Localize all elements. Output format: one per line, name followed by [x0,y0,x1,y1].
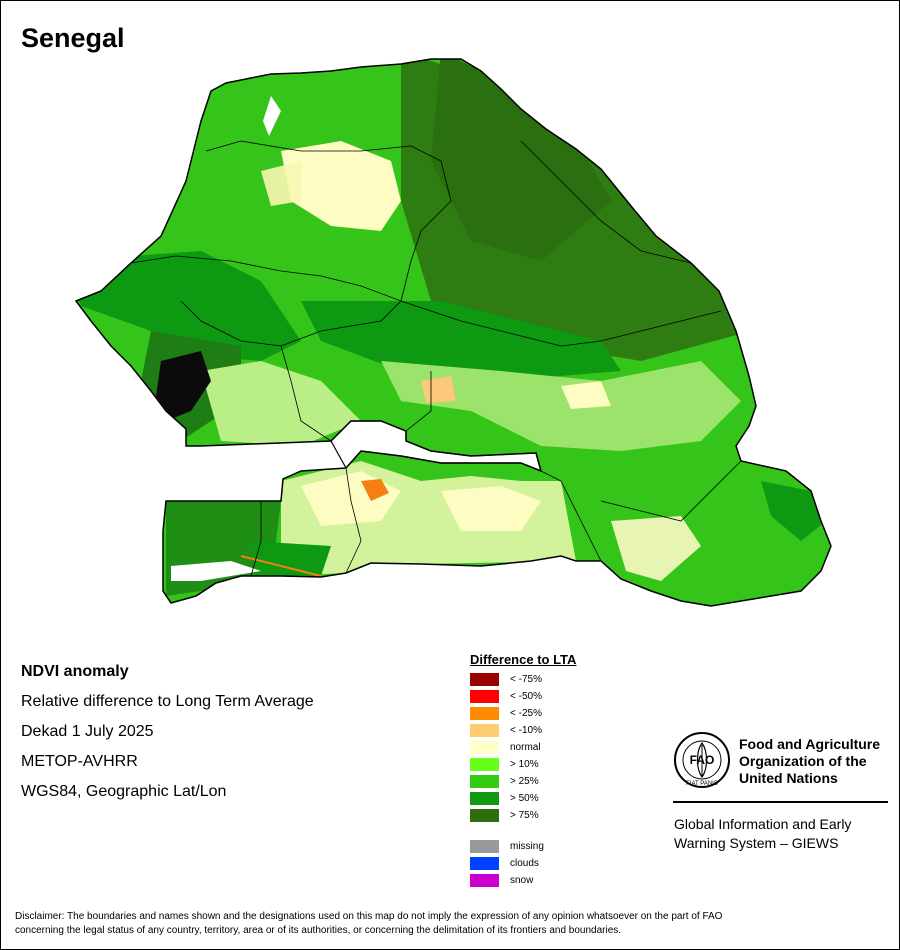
fao-name-line1: Food and Agriculture [739,736,881,752]
dekad-date: Dekad 1 July 2025 [21,723,154,740]
legend-label: > 10% [510,759,539,770]
country-title: Senegal [21,23,125,53]
disclaimer-line2: concerning the legal status of any count… [15,925,622,936]
fao-logo-letters: FAO [690,753,715,767]
legend-swatch [470,673,499,686]
legend-swatch [470,758,499,771]
fao-logo-motto: FIAT PANIS [686,781,718,787]
projection: WGS84, Geographic Lat/Lon [21,783,227,800]
legend-swatch [470,741,499,754]
legend-row: normal [470,739,576,756]
legend: Difference to LTA < -75% < -50% < -25% < -1… [470,652,576,889]
legend-swatch [470,707,499,720]
giews-line2: Warning System – GIEWS [674,835,839,851]
legend-row: snow [470,872,576,889]
giews-label: Global Information and Early Warning Sys… [674,815,851,853]
legend-swatch [470,724,499,737]
fao-name-line3: United Nations [739,770,838,786]
divider [673,801,888,803]
disclaimer-line1: Disclaimer: The boundaries and names sho… [15,911,723,922]
legend-items: < -75% < -50% < -25% < -10% normal > 10% > 25%… [470,671,576,824]
legend-title: Difference to LTA [470,652,577,667]
legend-swatch [470,690,499,703]
product-name: NDVI anomaly [21,663,129,680]
sensor-name: METOP-AVHRR [21,753,138,770]
legend-label: < -25% [510,708,542,719]
legend-label: snow [510,875,534,886]
legend-label: clouds [510,858,539,869]
legend-row: < -25% [470,705,576,722]
fao-name-line2: Organization of the [739,753,867,769]
fao-name: Food and Agriculture Organization of the… [739,736,880,787]
legend-row: > 10% [470,756,576,773]
legend-swatch [470,840,499,853]
legend-label: > 50% [510,793,539,804]
legend-row: missing [470,838,576,855]
region-boundaries [130,140,742,577]
legend-label: < -50% [510,691,542,702]
legend-row: > 75% [470,807,576,824]
legend-row: > 25% [470,773,576,790]
giews-line1: Global Information and Early [674,816,852,832]
legend-row: > 50% [470,790,576,807]
legend-label: > 25% [510,776,539,787]
legend-swatch [470,857,499,870]
vegetation-layer [76,59,831,606]
product-description: Relative difference to Long Term Average [21,693,314,710]
ndvi-map [74,58,832,607]
map-info: NDVI anomaly Relative difference to Long… [21,657,314,807]
fao-logo-icon: FAO FIAT PANIS [674,732,730,788]
legend-label: missing [510,841,544,852]
disclaimer: Disclaimer: The boundaries and names sho… [15,910,887,938]
legend-label: > 75% [510,810,539,821]
legend-swatch [470,809,499,822]
legend-swatch [470,792,499,805]
legend-swatch [470,775,499,788]
legend-row: < -10% [470,722,576,739]
legend-row: < -50% [470,688,576,705]
legend-swatch [470,874,499,887]
legend-row: < -75% [470,671,576,688]
country-outline [74,58,832,607]
legend-label: normal [510,742,541,753]
legend-label: < -10% [510,725,542,736]
legend-label: < -75% [510,674,542,685]
legend-row: clouds [470,855,576,872]
legend-extra-items: missing clouds snow [470,838,576,889]
